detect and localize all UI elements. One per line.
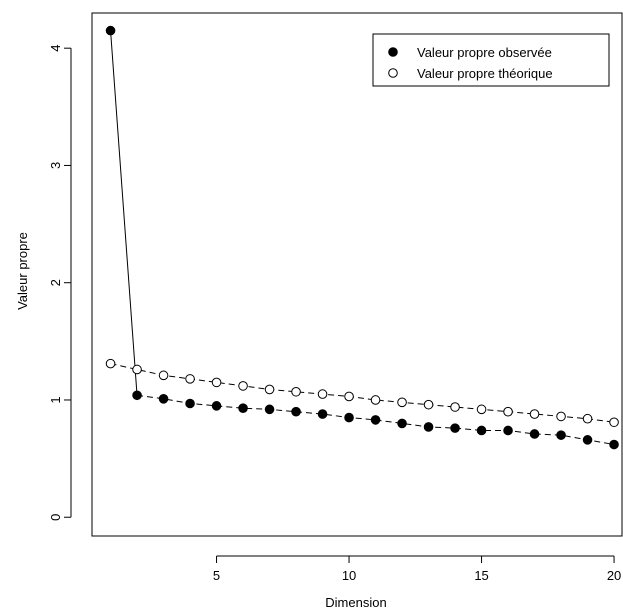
- theoretical-point: [105, 358, 116, 369]
- theoretical-point: [158, 370, 169, 381]
- x-tick-label: 15: [474, 568, 488, 583]
- observed-point: [317, 409, 328, 419]
- theoretical-point: [397, 397, 407, 408]
- y-tick-label: 0: [48, 514, 63, 521]
- theoretical-point: [185, 374, 195, 384]
- observed-point: [556, 430, 566, 440]
- legend: Valeur propre observée Valeur propre thé…: [372, 33, 610, 87]
- observed-point: [132, 390, 142, 401]
- observed-point: [582, 435, 593, 445]
- observed-point: [476, 425, 487, 436]
- observed-point: [423, 422, 434, 432]
- legend-marker-theoretical: [388, 68, 398, 78]
- y-tick-label: 3: [48, 162, 63, 169]
- observed-point: [211, 401, 222, 411]
- theoretical-point: [529, 409, 540, 419]
- theoretical-point: [503, 406, 513, 417]
- observed-point: [529, 429, 540, 439]
- theoretical-point: [370, 395, 381, 405]
- theoretical-point: [132, 364, 142, 375]
- observed-point: [158, 394, 169, 404]
- observed-point: [105, 25, 116, 36]
- legend-label-observed: Valeur propre observée: [417, 45, 552, 60]
- theoretical-point: [450, 402, 460, 412]
- observed-point: [397, 418, 407, 429]
- x-axis-label: Dimension: [325, 595, 386, 610]
- legend-label-theoretical: Valeur propre théorique: [417, 66, 553, 81]
- theoretical-point: [264, 384, 275, 395]
- theoretical-point: [211, 377, 222, 388]
- y-tick-label: 2: [48, 279, 63, 286]
- theoretical-point: [423, 399, 434, 410]
- y-axis-label: Valeur propre: [15, 232, 30, 310]
- theoretical-point: [317, 389, 328, 399]
- observed-point: [238, 403, 248, 413]
- x-tick-label: 5: [213, 568, 220, 583]
- theoretical-point: [238, 381, 248, 391]
- theoretical-point: [582, 413, 593, 424]
- series-points: [105, 25, 619, 450]
- theoretical-point: [476, 404, 487, 415]
- x-tick-label: 20: [607, 568, 621, 583]
- observed-point: [185, 398, 195, 409]
- observed-point: [291, 406, 301, 417]
- observed-point: [450, 423, 460, 433]
- observed-point: [370, 415, 381, 425]
- legend-marker-observed: [388, 47, 398, 57]
- observed-line-solid: [110, 30, 138, 396]
- observed-point: [344, 412, 354, 423]
- axes: 5 10 15 20 0 1 2 3 4: [48, 12, 623, 583]
- y-tick-label: 4: [48, 45, 63, 52]
- theoretical-point: [344, 391, 354, 402]
- observed-point: [264, 404, 275, 415]
- theoretical-point: [291, 386, 301, 397]
- observed-point: [503, 425, 513, 436]
- observed-point: [609, 439, 619, 450]
- plot-frame: [91, 12, 623, 537]
- theoretical-point: [609, 417, 619, 428]
- x-tick-label: 10: [342, 568, 356, 583]
- theoretical-point: [556, 411, 566, 422]
- y-tick-label: 1: [48, 396, 63, 403]
- legend-box: [372, 33, 610, 87]
